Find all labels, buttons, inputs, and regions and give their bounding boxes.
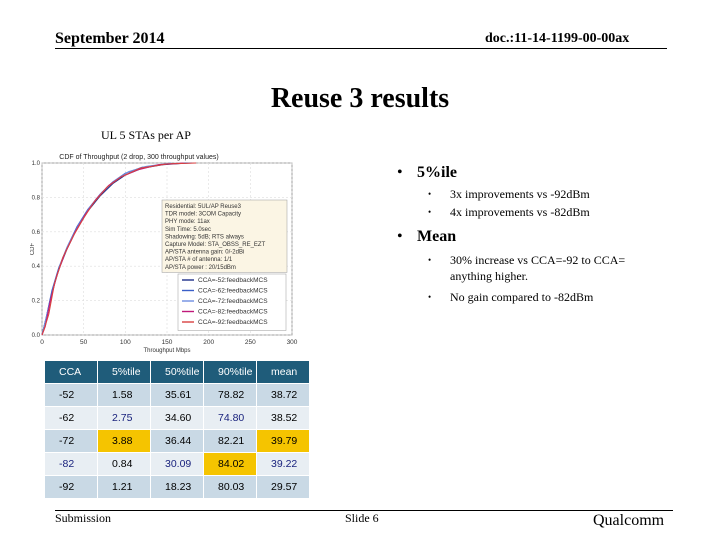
annotation-text: TDR model: 3COM Capacity: [165, 212, 241, 218]
y-tick-label: 1.0: [32, 161, 41, 167]
table-cell: 82.21: [203, 429, 257, 453]
annotation-text: PHY mode: 11ax: [165, 219, 210, 225]
table-cell: 18.23: [150, 475, 204, 499]
table-cell: 38.52: [256, 406, 310, 430]
annotation-text: Capture Model: STA_OBSS_RE_EZT: [165, 242, 266, 248]
sub-bullet-text: 3x improvements vs -92dBm: [450, 187, 590, 201]
table-cell: 78.82: [203, 383, 257, 407]
x-tick-label: 250: [245, 339, 256, 346]
y-tick-label: 0.0: [32, 333, 41, 339]
table-cell: 2.75: [97, 406, 151, 430]
y-tick-label: 0.6: [32, 230, 41, 236]
table-cell: 38.72: [256, 383, 310, 407]
x-tick-label: 150: [162, 339, 173, 346]
legend-label: CCA=-72:feedbackMCS: [198, 298, 268, 305]
table-cell: 35.61: [150, 383, 204, 407]
slide-subtitle: UL 5 STAs per AP: [101, 128, 191, 142]
bullet-dot-icon: •: [428, 255, 432, 265]
bullet-5pct-text: 5%ile: [417, 164, 457, 181]
footer-divider: [55, 510, 673, 511]
table-cell: -82: [44, 452, 98, 476]
table-header-cell: 5%tile: [97, 360, 151, 384]
header-doc-number: doc.:11-14-1199-00-00ax: [485, 31, 630, 46]
table-cell: -62: [44, 406, 98, 430]
table-header-cell: 90%tile: [203, 360, 257, 384]
legend-label: CCA=-62:feedbackMCS: [198, 288, 268, 295]
table-cell: 1.58: [97, 383, 151, 407]
sub-bullet-text: 4x improvements vs -82dBm: [450, 205, 590, 219]
bullet-dot-icon: •: [428, 207, 432, 217]
table-cell: 84.02: [203, 452, 257, 476]
table-cell: 3.88: [97, 429, 151, 453]
table-row: -52 1.58 35.61 78.82 38.72: [44, 383, 310, 407]
footer-slide-number: Slide 6: [345, 511, 379, 525]
bullet-dot-icon: •: [397, 164, 403, 181]
table-cell: -92: [44, 475, 98, 499]
bullet-dot-icon: •: [428, 189, 432, 199]
x-tick-label: 300: [287, 339, 298, 346]
legend-label: CCA=-82:feedbackMCS: [198, 309, 268, 316]
header-date: September 2014: [55, 30, 165, 47]
x-axis-label: Throughput Mbps: [143, 348, 190, 354]
table-row: -82 0.84 30.09 84.02 39.22: [44, 452, 310, 476]
annotation-text: Shadowing: 5dB; RTS always: [165, 234, 244, 240]
y-tick-label: 0.2: [32, 299, 41, 305]
x-tick-label: 0: [40, 339, 44, 346]
table-cell: 0.84: [97, 452, 151, 476]
table-row: -62 2.75 34.60 74.80 38.52: [44, 406, 310, 430]
chart-title: CDF of Throughput (2 drop, 300 throughpu…: [59, 154, 218, 161]
footer-company: Qualcomm: [593, 512, 665, 529]
series-line: [41, 162, 197, 336]
table-cell: -72: [44, 429, 98, 453]
table-row: -92 1.21 18.23 80.03 29.57: [44, 475, 310, 499]
legend-label: CCA=-52:feedbackMCS: [198, 277, 268, 284]
sub-bullet-text: 30% increase vs CCA=-92 to CCA= anything…: [450, 253, 626, 283]
table-cell: 80.03: [203, 475, 257, 499]
table-cell: 74.80: [203, 406, 257, 430]
footer-submission: Submission: [55, 511, 112, 525]
annotation-text: AP/STA # of antenna: 1/1: [165, 257, 233, 263]
y-axis-label: CDF: [30, 243, 36, 256]
y-tick-label: 0.4: [32, 264, 41, 270]
results-table: CCA 5%tile 50%tile 90%tile mean -52 1.58 35.61 7…: [44, 360, 310, 499]
table-row: -72 3.88 36.44 82.21 39.79: [44, 429, 310, 453]
table-cell: 39.22: [256, 452, 310, 476]
sub-bullet-text: No gain compared to -82dBm: [450, 290, 594, 304]
legend-label: CCA=-92:feedbackMCS: [198, 319, 268, 326]
y-tick-label: 0.8: [32, 195, 41, 201]
annotation-text: Sim Time: 5.0sec: [165, 227, 211, 233]
table-header-cell: 50%tile: [150, 360, 204, 384]
header-divider: [55, 48, 667, 49]
table-header-cell: CCA: [44, 360, 98, 384]
x-tick-label: 50: [80, 339, 88, 346]
table-cell: 34.60: [150, 406, 204, 430]
bullet-dot-icon: •: [397, 228, 403, 245]
table-header-row: CCA 5%tile 50%tile 90%tile mean: [44, 360, 310, 384]
cdf-chart: 0 50 100 150 200 250 300 1.0 0.8 0.6 0.4 0.2 0.0 CDF …: [30, 154, 298, 354]
annotation-text: Residential: 5UL/AP Reuse3: [165, 204, 242, 210]
table-cell: 1.21: [97, 475, 151, 499]
table-cell: 36.44: [150, 429, 204, 453]
legend-box: [177, 273, 287, 331]
annotation-text: AP/STA antenna gain: 0/-2dBi: [165, 250, 244, 256]
table-header-cell: mean: [256, 360, 310, 384]
table-cell: -52: [44, 383, 98, 407]
table-cell: 29.57: [256, 475, 310, 499]
annotation-text: AP/STA power : 20/15dBm: [165, 265, 236, 271]
bullet-mean-text: Mean: [417, 228, 457, 245]
slide-title: Reuse 3 results: [270, 83, 450, 114]
table-cell: 39.79: [256, 429, 310, 453]
annotation-box: [161, 199, 288, 273]
bullet-dot-icon: •: [428, 292, 432, 302]
x-tick-label: 100: [120, 339, 131, 346]
table-cell: 30.09: [150, 452, 204, 476]
x-tick-label: 200: [203, 339, 214, 346]
